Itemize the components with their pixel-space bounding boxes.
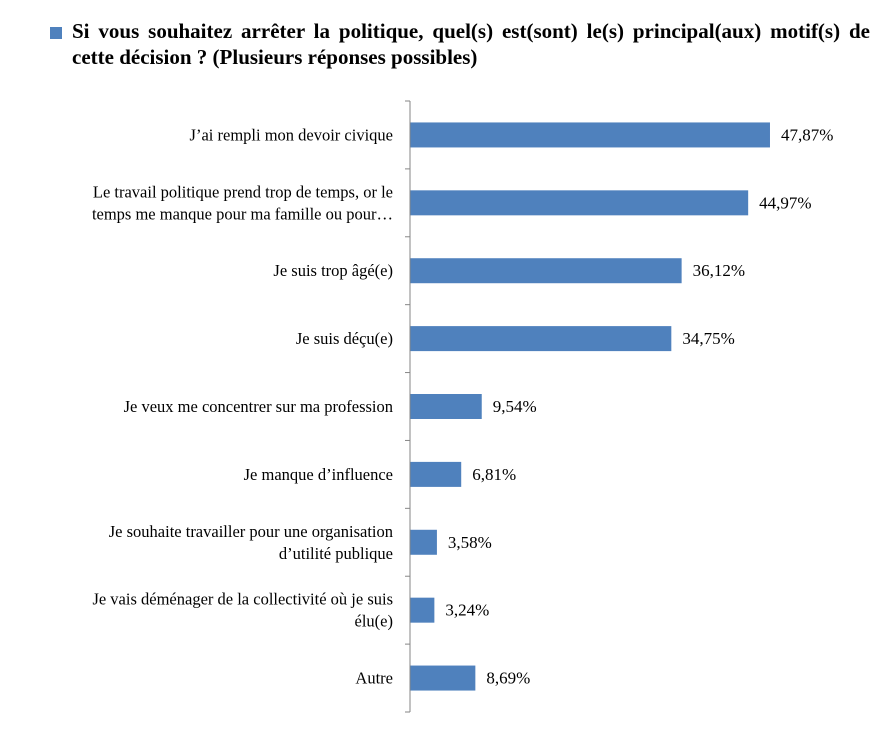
bar bbox=[410, 122, 770, 148]
data-label: 47,87% bbox=[781, 125, 833, 144]
category-label: Le travail politique prend trop de temps… bbox=[92, 182, 393, 223]
data-label: 9,54% bbox=[493, 397, 537, 416]
category-label-line: Je suis déçu(e) bbox=[296, 329, 393, 348]
category-label-line: élu(e) bbox=[355, 612, 393, 631]
bar bbox=[410, 326, 672, 352]
data-label: 44,97% bbox=[759, 193, 811, 212]
category-label-line: Autre bbox=[355, 669, 393, 688]
data-label: 3,58% bbox=[448, 533, 492, 552]
bar bbox=[410, 461, 462, 487]
bar bbox=[410, 190, 749, 216]
category-label-line: Le travail politique prend trop de temps… bbox=[93, 182, 393, 201]
category-label: Je veux me concentrer sur ma profession bbox=[124, 397, 393, 416]
category-label: J’ai rempli mon devoir civique bbox=[190, 125, 393, 144]
data-label: 34,75% bbox=[682, 329, 734, 348]
category-label: Je souhaite travailler pour une organisa… bbox=[109, 522, 393, 563]
category-label: Je manque d’influence bbox=[244, 465, 393, 484]
data-label: 3,24% bbox=[445, 601, 489, 620]
category-label-line: Je veux me concentrer sur ma profession bbox=[124, 397, 393, 416]
category-label-line: Je souhaite travailler pour une organisa… bbox=[109, 522, 393, 541]
bar bbox=[410, 258, 682, 284]
category-label-line: d’utilité publique bbox=[279, 544, 393, 563]
bar bbox=[410, 529, 437, 555]
legend-swatch bbox=[50, 27, 62, 39]
category-label-line: Je manque d’influence bbox=[244, 465, 393, 484]
category-label-line: J’ai rempli mon devoir civique bbox=[190, 125, 393, 144]
category-label: Je vais déménager de la collectivité où … bbox=[92, 590, 393, 631]
legend-label: Si vous souhaitez arrêter la politique, … bbox=[72, 19, 870, 69]
category-label: Autre bbox=[355, 669, 393, 688]
bar bbox=[410, 597, 435, 623]
data-label: 6,81% bbox=[472, 465, 516, 484]
bar bbox=[410, 394, 482, 419]
category-label-line: temps me manque pour ma famille ou pour… bbox=[92, 204, 393, 223]
bar bbox=[410, 665, 476, 691]
category-label-line: Je suis trop âgé(e) bbox=[273, 261, 393, 280]
data-label: 36,12% bbox=[693, 261, 745, 280]
category-label-line: Je vais déménager de la collectivité où … bbox=[92, 590, 393, 609]
data-label: 8,69% bbox=[486, 669, 530, 688]
category-label: Je suis déçu(e) bbox=[296, 329, 393, 348]
chart-legend: Si vous souhaitez arrêter la politique, … bbox=[50, 18, 870, 70]
category-label: Je suis trop âgé(e) bbox=[273, 261, 393, 280]
